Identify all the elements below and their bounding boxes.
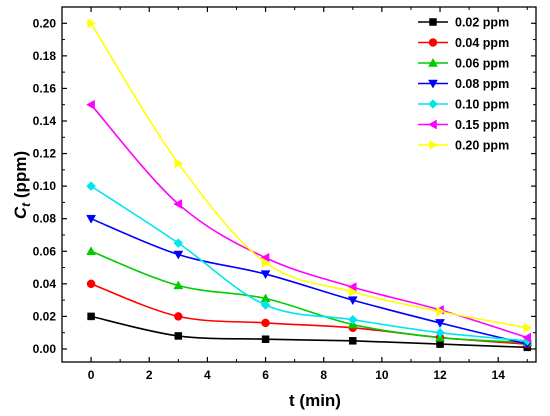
data-point [86, 246, 97, 256]
legend-marker [429, 18, 437, 26]
data-point [173, 280, 184, 290]
legend-marker [428, 57, 438, 67]
fit-curve [90, 217, 528, 345]
fit-curve [90, 250, 528, 344]
legend: 0.02 ppm 0.04 ppm 0.06 ppm 0.08 ppm 0.10 ppm… [418, 16, 509, 153]
data-point [349, 337, 357, 345]
data-point [261, 335, 270, 343]
data-point [435, 319, 445, 328]
data-point [523, 322, 533, 333]
y-axis-title: Ct (ppm) [11, 151, 33, 219]
fit-curve [90, 315, 528, 349]
data-point [173, 250, 184, 260]
y-tick-label: 0.08 [33, 212, 57, 226]
data-point [522, 332, 532, 343]
x-axis-title: t (min) [289, 391, 341, 410]
plot-frame [61, 6, 537, 363]
legend-marker [428, 99, 438, 109]
data-point [347, 296, 358, 306]
y-tick-label: 0.10 [33, 179, 57, 193]
data-point [173, 199, 183, 209]
x-tick-label: 8 [320, 368, 327, 382]
y-tick-label: 0.06 [33, 244, 57, 258]
data-point [86, 181, 96, 191]
y-axis-title-main: C [11, 206, 30, 219]
legend-marker [427, 119, 437, 130]
y-tick-label: 0.14 [33, 114, 57, 128]
y-tick-label: 0.20 [33, 16, 57, 30]
data-point [261, 257, 271, 268]
data-point [435, 327, 445, 338]
y-tick-label: 0.02 [33, 309, 57, 323]
x-tick-label: 12 [433, 368, 447, 382]
x-tick-label: 6 [262, 368, 269, 382]
y-tick-label: 0.04 [33, 277, 57, 291]
data-point [86, 279, 96, 289]
axis-ticks [62, 7, 536, 362]
data-markers [86, 18, 533, 352]
y-tick-label: 0.12 [33, 147, 57, 161]
data-point [86, 99, 95, 110]
legend-label: 0.10 ppm [455, 98, 509, 112]
legend-marker [429, 140, 439, 150]
x-tick-label: 10 [375, 368, 389, 382]
data-point [436, 306, 446, 317]
fit-curves [90, 22, 528, 349]
legend-label: 0.06 ppm [455, 57, 509, 71]
y-axis-title-unit: (ppm) [11, 151, 30, 203]
x-tick-label: 14 [492, 368, 506, 382]
data-point [173, 238, 184, 248]
legend-label: 0.04 ppm [455, 36, 509, 50]
data-point [260, 270, 271, 280]
legend-marker [428, 38, 438, 47]
y-tick-label: 0.16 [33, 81, 57, 95]
data-point [349, 287, 358, 297]
fit-curve [90, 104, 528, 339]
y-tick-labels: 0.00 0.02 0.04 0.06 0.08 0.10 0.12 0.14 0.16 0.18… [33, 16, 57, 356]
data-point [347, 314, 358, 325]
x-tick-label: 2 [146, 368, 153, 382]
x-tick-label: 0 [88, 368, 95, 382]
fit-curve [90, 185, 528, 342]
data-point [87, 18, 97, 29]
legend-label: 0.02 ppm [455, 16, 509, 30]
data-point [260, 300, 271, 310]
x-tick-labels: 0 2 4 6 8 10 12 14 [88, 368, 505, 382]
y-tick-label: 0.18 [33, 49, 57, 63]
legend-marker [428, 79, 438, 89]
data-point [261, 318, 270, 328]
data-point [174, 312, 183, 321]
data-point [174, 332, 183, 340]
legend-label: 0.08 ppm [455, 77, 509, 91]
y-tick-label: 0.00 [33, 342, 57, 356]
x-tick-label: 4 [204, 368, 211, 382]
y-axis-title-sub: t [19, 202, 33, 207]
data-point [86, 214, 97, 224]
data-point [174, 158, 184, 169]
data-point [87, 312, 95, 321]
legend-label: 0.15 ppm [455, 118, 509, 132]
legend-label: 0.20 ppm [455, 139, 509, 153]
